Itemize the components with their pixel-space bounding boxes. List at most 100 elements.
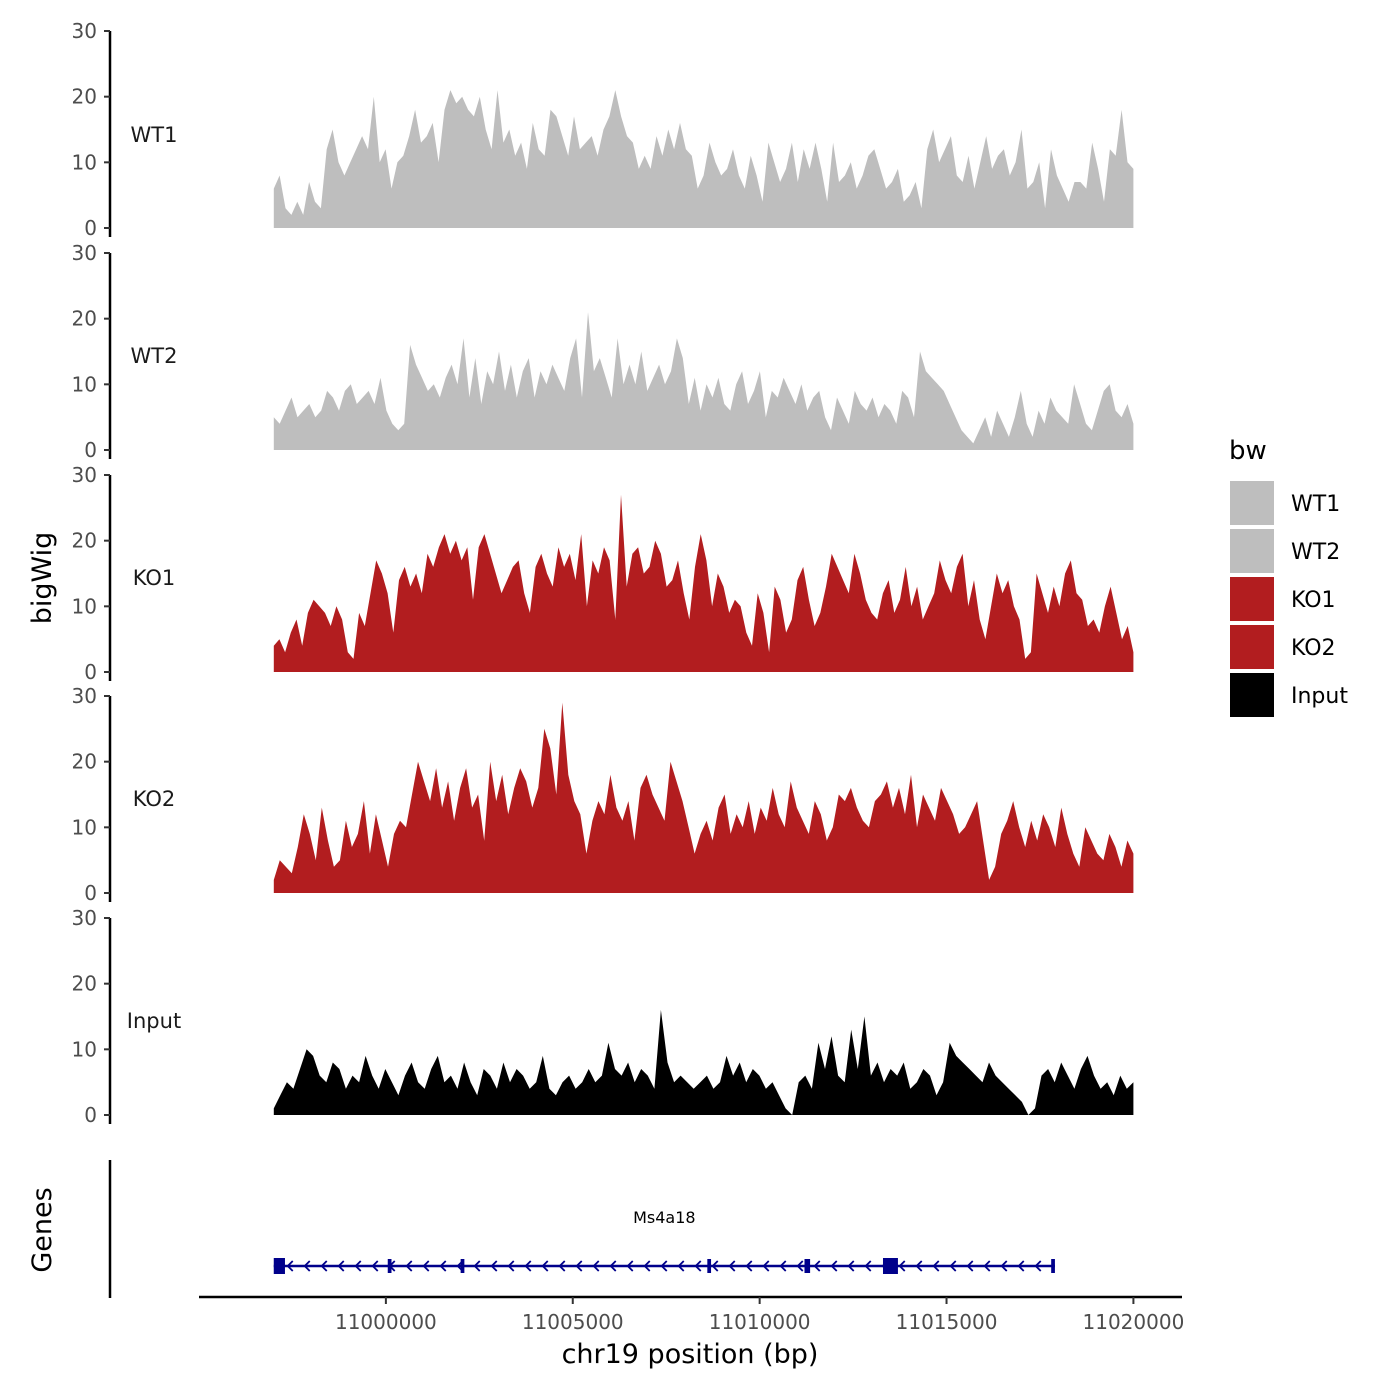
strand-arrow-ms4a18-19	[609, 1260, 617, 1272]
strand-arrow-ms4a18-17	[575, 1260, 583, 1272]
exon-ms4a18-1	[387, 1259, 392, 1273]
strand-arrow-ms4a18-7	[405, 1260, 413, 1272]
x-tick-label-11005000: 11005000	[522, 1310, 624, 1334]
strand-arrow-ms4a18-24	[694, 1260, 702, 1272]
legend-label-wt2: WT2	[1291, 540, 1340, 565]
x-tick-label-11000000: 11000000	[335, 1310, 437, 1334]
strand-arrow-ms4a18-30	[796, 1260, 804, 1272]
strand-arrow-ms4a18-28	[762, 1260, 770, 1272]
y-tick-label-wt1-10: 10	[72, 150, 97, 174]
strand-arrow-ms4a18-16	[558, 1260, 566, 1272]
strand-arrow-ms4a18-22	[660, 1260, 668, 1272]
strand-arrow-ms4a18-33	[847, 1260, 855, 1272]
strand-arrow-ms4a18-36	[898, 1260, 906, 1272]
strand-arrow-ms4a18-3	[337, 1260, 345, 1272]
y-tick-label-ko2-30: 30	[72, 684, 97, 708]
track-label-wt2: WT2	[131, 344, 178, 368]
exon-ms4a18-0	[273, 1258, 285, 1274]
strand-arrow-ms4a18-0	[286, 1260, 294, 1272]
strand-arrow-ms4a18-31	[813, 1260, 821, 1272]
track-label-input: Input	[127, 1009, 181, 1033]
exon-ms4a18-5	[882, 1258, 898, 1274]
strand-arrow-ms4a18-34	[864, 1260, 872, 1272]
x-tick-label-11015000: 11015000	[896, 1310, 998, 1334]
y-axis-title: bigWig	[27, 532, 58, 625]
y-tick-label-ko2-10: 10	[72, 815, 97, 839]
gene-panel-title: Genes	[27, 1187, 58, 1272]
strand-arrow-ms4a18-21	[643, 1260, 651, 1272]
area-ko1	[273, 494, 1134, 672]
legend-label-wt1: WT1	[1291, 492, 1340, 517]
strand-arrow-ms4a18-40	[966, 1260, 974, 1272]
strand-arrow-ms4a18-9	[439, 1260, 447, 1272]
strand-arrow-ms4a18-14	[524, 1260, 532, 1272]
y-tick-label-ko2-20: 20	[72, 750, 97, 774]
gene-panel: Genes Ms4a18	[27, 1160, 1055, 1298]
strand-arrow-ms4a18-43	[1017, 1260, 1025, 1272]
strand-arrow-ms4a18-41	[983, 1260, 991, 1272]
strand-arrow-ms4a18-4	[354, 1260, 362, 1272]
strand-arrow-ms4a18-5	[371, 1260, 379, 1272]
track-label-wt1: WT1	[131, 123, 178, 147]
track-label-ko1: KO1	[133, 566, 176, 590]
y-tick-label-input-30: 30	[72, 906, 97, 930]
strand-arrow-ms4a18-37	[915, 1260, 923, 1272]
y-tick-label-wt1-30: 30	[72, 19, 97, 43]
y-tick-label-input-0: 0	[84, 1103, 97, 1127]
track-panel-wt1: WT1 0 10 20 30	[72, 19, 1134, 240]
y-tick-label-wt2-20: 20	[72, 307, 97, 331]
strand-arrow-ms4a18-39	[949, 1260, 957, 1272]
area-input	[273, 1009, 1134, 1115]
y-tick-label-wt1-0: 0	[84, 216, 97, 240]
legend-key-ko1	[1230, 577, 1274, 621]
exon-ms4a18-6	[1051, 1259, 1055, 1273]
legend-label-ko2: KO2	[1291, 636, 1336, 661]
strand-arrow-ms4a18-23	[677, 1260, 685, 1272]
y-tick-label-ko2-0: 0	[84, 881, 97, 905]
x-tick-label-11010000: 11010000	[709, 1310, 811, 1334]
x-tick-label-11020000: 11020000	[1083, 1310, 1185, 1334]
strand-arrow-ms4a18-32	[830, 1260, 838, 1272]
track-panel-ko2: KO2 0 10 20 30	[72, 684, 1134, 905]
y-tick-label-wt2-0: 0	[84, 438, 97, 462]
x-axis-title: chr19 position (bp)	[562, 1339, 819, 1370]
strand-arrow-ms4a18-2	[320, 1260, 328, 1272]
strand-arrow-ms4a18-20	[626, 1260, 634, 1272]
legend-label-ko1: KO1	[1291, 588, 1336, 613]
track-label-ko2: KO2	[133, 787, 176, 811]
y-tick-label-ko1-20: 20	[72, 529, 97, 553]
area-wt2	[273, 312, 1134, 450]
strand-arrow-ms4a18-13	[507, 1260, 515, 1272]
area-ko2	[273, 702, 1134, 893]
strand-arrow-ms4a18-25	[711, 1260, 719, 1272]
exon-ms4a18-3	[707, 1259, 712, 1273]
strand-arrow-ms4a18-12	[490, 1260, 498, 1272]
y-tick-label-wt1-20: 20	[72, 85, 97, 109]
strand-arrow-ms4a18-38	[932, 1260, 940, 1272]
strand-arrow-ms4a18-8	[422, 1260, 430, 1272]
y-tick-label-ko1-0: 0	[84, 660, 97, 684]
exon-ms4a18-4	[804, 1259, 811, 1273]
strand-arrow-ms4a18-18	[592, 1260, 600, 1272]
strand-arrow-ms4a18-42	[1000, 1260, 1008, 1272]
legend-key-ko2	[1230, 625, 1274, 669]
legend-key-wt1	[1230, 481, 1274, 525]
strand-arrow-ms4a18-15	[541, 1260, 549, 1272]
track-panel-input: Input 0 10 20 30	[72, 906, 1134, 1127]
strand-arrow-ms4a18-29	[779, 1260, 787, 1272]
x-axis: chr19 position (bp) 11000000 11005000 1101…	[199, 1295, 1185, 1370]
track-panel-wt2: WT2 0 10 20 30	[72, 241, 1134, 462]
legend: bw WT1 WT2 KO1 KO2 Input	[1229, 436, 1348, 717]
strand-arrow-ms4a18-1	[303, 1260, 311, 1272]
strand-arrow-ms4a18-11	[473, 1260, 481, 1272]
y-tick-label-wt2-10: 10	[72, 372, 97, 396]
legend-title: bw	[1229, 436, 1267, 466]
y-tick-label-ko1-30: 30	[72, 463, 97, 487]
legend-key-wt2	[1230, 529, 1274, 573]
y-tick-label-input-20: 20	[72, 972, 97, 996]
track-panel-ko1: KO1 0 10 20 30	[72, 463, 1134, 684]
strand-arrow-ms4a18-27	[745, 1260, 753, 1272]
exon-ms4a18-2	[460, 1259, 465, 1273]
area-wt1	[273, 90, 1134, 228]
track-panels: WT1 0 10 20 30 WT2 0 10 20 30 KO1 0 10 20 30 KO2 …	[72, 19, 1134, 1127]
